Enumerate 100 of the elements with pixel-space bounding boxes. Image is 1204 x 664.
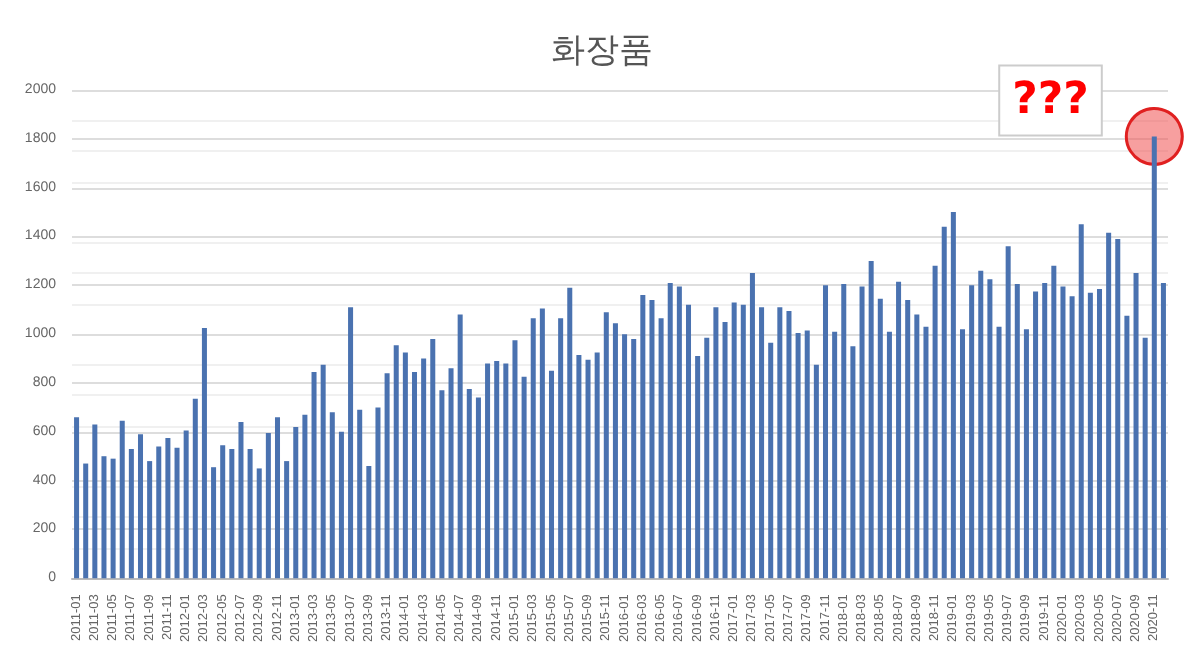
bar [996, 326, 1002, 579]
bar [978, 270, 984, 579]
bar [749, 273, 755, 579]
bar [229, 448, 235, 579]
bar [293, 426, 299, 579]
bar [92, 424, 98, 579]
bar [247, 448, 253, 579]
bar [211, 467, 217, 579]
bar [119, 420, 125, 579]
bar [421, 358, 427, 579]
bar [1133, 273, 1139, 579]
bar [348, 307, 354, 579]
bar [658, 318, 664, 579]
bar [137, 434, 144, 579]
bar [74, 417, 80, 579]
bar [841, 284, 847, 579]
bar [722, 321, 728, 579]
bar [558, 318, 564, 579]
bar [877, 298, 883, 579]
bar [485, 363, 491, 579]
bar [220, 445, 226, 579]
bar [786, 310, 792, 579]
bar [932, 265, 938, 579]
bar [265, 433, 271, 579]
bar [384, 373, 390, 579]
bar [859, 286, 865, 579]
bar [768, 342, 774, 579]
bar [1023, 329, 1029, 579]
bar [512, 340, 518, 579]
bar [1096, 288, 1103, 579]
bar [649, 299, 655, 579]
bar [411, 371, 418, 579]
bar [110, 458, 116, 579]
bar [804, 330, 810, 579]
bar [366, 465, 372, 579]
bar [923, 326, 929, 579]
annotation: ??? [1012, 75, 1089, 126]
bar [1142, 337, 1148, 579]
bar [1042, 282, 1048, 579]
bar [147, 461, 153, 579]
bar [1106, 232, 1112, 579]
bar [1115, 238, 1121, 579]
bar [777, 307, 783, 579]
bar [338, 431, 344, 579]
bar [83, 463, 89, 579]
bar [941, 226, 947, 579]
bar [576, 354, 582, 579]
bar [357, 409, 363, 579]
bar [969, 285, 975, 579]
bar [959, 329, 966, 579]
bar [201, 328, 207, 579]
bar [1060, 286, 1066, 579]
bar [1005, 246, 1011, 579]
bar [1160, 282, 1166, 579]
chart-title: 화장품 [551, 31, 653, 71]
bar [1087, 292, 1093, 579]
bar [430, 339, 436, 579]
bar [539, 308, 545, 579]
bar [585, 359, 591, 579]
bar [530, 318, 536, 579]
bar [375, 407, 381, 579]
bar [622, 334, 628, 579]
bar [914, 314, 920, 579]
bar [302, 414, 308, 579]
bar [850, 346, 856, 579]
bar [174, 447, 180, 579]
bar [466, 389, 472, 579]
bar [256, 468, 262, 579]
bar [640, 295, 646, 579]
bar [457, 314, 463, 579]
bar [713, 307, 719, 579]
bar [896, 281, 902, 579]
bar [795, 332, 801, 579]
bar [813, 364, 819, 579]
bar [631, 339, 637, 579]
bar [1078, 224, 1084, 579]
bar [521, 376, 527, 579]
bar [1014, 284, 1020, 579]
bar [192, 398, 198, 579]
bar [101, 456, 107, 579]
bar [603, 312, 609, 579]
bar [165, 437, 171, 579]
bar [320, 364, 326, 579]
bar [987, 279, 993, 579]
bar [612, 323, 618, 579]
bar [448, 368, 454, 579]
bar [1069, 296, 1075, 579]
bar [329, 412, 335, 579]
bar [503, 363, 509, 579]
bar [548, 370, 555, 579]
bar [183, 430, 189, 579]
bar [1033, 291, 1039, 579]
bar [822, 285, 829, 579]
bar [594, 352, 600, 579]
bar [740, 304, 746, 579]
bar [832, 331, 838, 579]
bar [128, 448, 134, 579]
bar [567, 287, 573, 579]
bar [475, 397, 481, 579]
bar [494, 361, 500, 579]
